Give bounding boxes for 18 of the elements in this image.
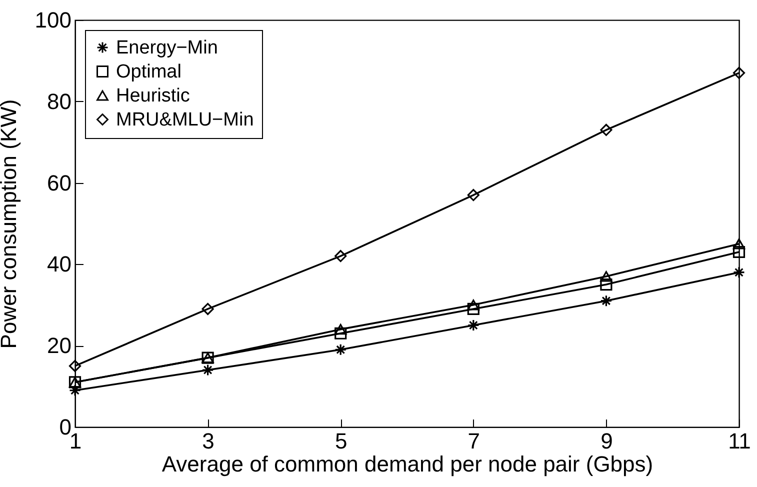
x-axis-title: Average of common demand per node pair (Gbps) xyxy=(162,452,654,476)
y-tick-label: 40 xyxy=(47,252,72,277)
y-tick-label: 20 xyxy=(47,333,72,358)
y-tick-label: 80 xyxy=(47,88,72,114)
x-tick-label: 11 xyxy=(728,428,751,454)
x-tick-label: 5 xyxy=(334,428,348,454)
legend-label: Heuristic xyxy=(116,86,190,106)
y-tick-label: 100 xyxy=(34,8,72,32)
y-tick-label: 0 xyxy=(59,414,72,440)
y-axis-title: Power consumption (KW) xyxy=(0,99,21,349)
legend-label: Energy−Min xyxy=(116,38,218,58)
x-tick-label: 7 xyxy=(468,428,480,454)
x-tick-label: 3 xyxy=(202,428,214,454)
x-tick-label: 9 xyxy=(600,428,613,454)
x-tick-label: 1 xyxy=(69,428,82,454)
legend-label: Optimal xyxy=(116,62,182,82)
legend-label: MRU&MLU−Min xyxy=(116,110,254,130)
y-tick-label: 60 xyxy=(47,170,72,196)
